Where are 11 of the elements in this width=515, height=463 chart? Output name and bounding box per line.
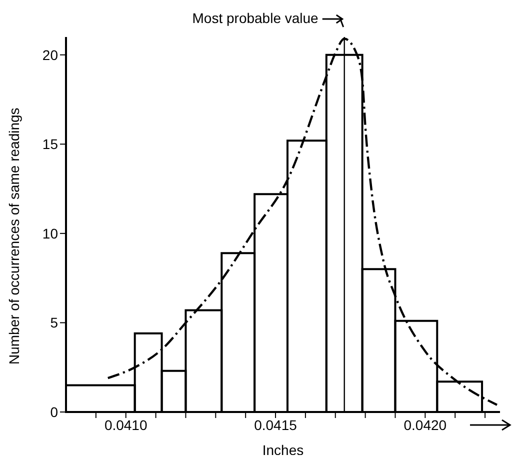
y-axis-title: Number of occurrences of same readings xyxy=(6,108,22,364)
y-tick-label: 15 xyxy=(42,136,58,152)
y-tick-label: 0 xyxy=(50,404,58,420)
x-axis-title: Inches xyxy=(262,442,304,458)
y-tick-label: 20 xyxy=(42,46,58,63)
x-tick-label: 0.0410 xyxy=(104,416,148,433)
x-tick-label: 0.0420 xyxy=(404,416,447,433)
x-tick-label: 0.0415 xyxy=(254,416,298,433)
y-tick-label: 10 xyxy=(42,225,58,242)
y-tick-label: 5 xyxy=(50,314,58,331)
legend-label: Most probable value xyxy=(192,10,319,26)
